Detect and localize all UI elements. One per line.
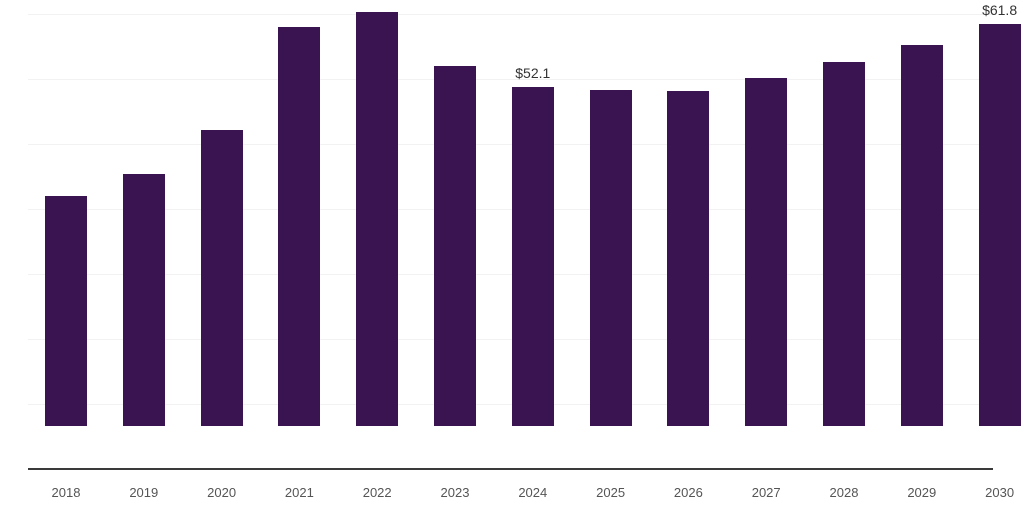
- bar[interactable]: [356, 11, 399, 426]
- bar[interactable]: [589, 89, 632, 426]
- bar-value-label: $61.8: [982, 1, 1018, 18]
- x-tick-label-2030: 2030: [985, 485, 1015, 500]
- gridline: [28, 338, 993, 340]
- x-tick-label-2028: 2028: [829, 485, 859, 500]
- bar[interactable]: [278, 27, 321, 426]
- gridline: [28, 13, 993, 15]
- bar-group[interactable]: [667, 90, 710, 426]
- bar-group[interactable]: [356, 11, 399, 426]
- x-tick-label-2026: 2026: [673, 485, 703, 500]
- x-tick-label-2019: 2019: [129, 485, 159, 500]
- x-tick-label-2027: 2027: [751, 485, 781, 500]
- bar[interactable]: [45, 195, 87, 426]
- bar-group[interactable]: [278, 27, 321, 426]
- bar[interactable]: [434, 65, 476, 426]
- bar[interactable]: [823, 62, 865, 426]
- x-tick-label-2018: 2018: [51, 485, 81, 500]
- x-tick-label-2020: 2020: [207, 485, 237, 500]
- bar-group[interactable]: [900, 44, 943, 426]
- x-axis-line: [28, 468, 993, 470]
- x-tick-label-2022: 2022: [362, 485, 392, 500]
- gridline: [28, 208, 993, 210]
- bar-value-label: $52.1: [515, 65, 551, 82]
- bar[interactable]: [978, 23, 1021, 426]
- gridline: [28, 143, 993, 145]
- x-axis-tick-labels: 2018 2019 2020 2021 2022 2023 2024 2025 2026 2027…: [0, 485, 1024, 512]
- x-tick-label-2025: 2025: [596, 485, 626, 500]
- bar-group[interactable]: $52.1: [511, 65, 554, 426]
- bar-group[interactable]: [823, 62, 865, 426]
- bar[interactable]: [511, 87, 554, 426]
- bar[interactable]: [900, 44, 943, 426]
- x-tick-label-2024: 2024: [518, 485, 548, 500]
- bar-group[interactable]: [434, 65, 476, 426]
- plot-area: $52.1 $61.8: [45, 2, 1021, 426]
- bar-group[interactable]: $61.8: [978, 2, 1021, 426]
- x-tick-label-2021: 2021: [284, 485, 314, 500]
- bar-group[interactable]: [122, 174, 165, 426]
- bar-group[interactable]: [589, 89, 632, 426]
- bar-group[interactable]: [45, 195, 87, 426]
- bar[interactable]: [745, 77, 788, 426]
- x-tick-label-2029: 2029: [907, 485, 937, 500]
- bar[interactable]: [667, 90, 710, 426]
- bar[interactable]: [122, 174, 165, 426]
- gridline: [28, 403, 993, 405]
- bar-group[interactable]: [200, 130, 243, 426]
- gridline: [28, 78, 993, 80]
- bar[interactable]: [200, 130, 243, 426]
- gridline: [28, 273, 993, 275]
- bar-group[interactable]: [745, 77, 788, 426]
- x-tick-label-2023: 2023: [440, 485, 470, 500]
